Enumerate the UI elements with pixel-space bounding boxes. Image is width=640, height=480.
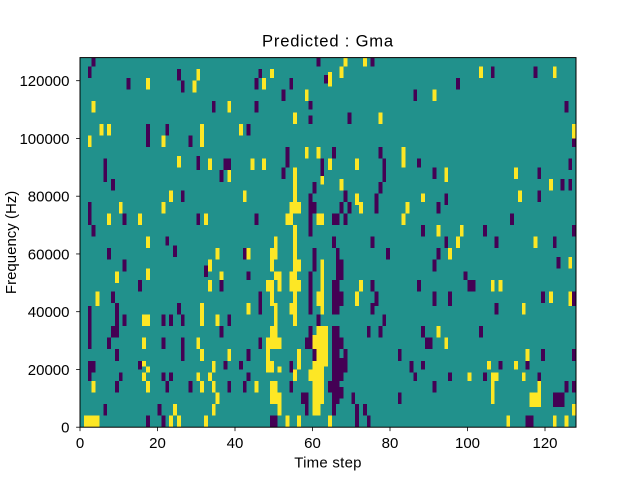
svg-text:20000: 20000: [28, 362, 70, 379]
svg-text:60: 60: [304, 435, 321, 452]
svg-text:100: 100: [455, 435, 480, 452]
svg-text:Time step: Time step: [294, 455, 362, 472]
svg-text:20: 20: [149, 435, 166, 452]
svg-text:80000: 80000: [28, 189, 70, 206]
svg-text:60000: 60000: [28, 246, 70, 263]
svg-text:40: 40: [227, 435, 244, 452]
svg-text:120000: 120000: [19, 73, 69, 90]
svg-text:Frequency (Hz): Frequency (Hz): [3, 191, 20, 294]
svg-text:Predicted : Gma: Predicted : Gma: [262, 31, 394, 50]
svg-text:0: 0: [61, 420, 69, 437]
svg-text:100000: 100000: [19, 131, 69, 148]
svg-text:80: 80: [382, 435, 399, 452]
svg-text:40000: 40000: [28, 304, 70, 321]
svg-text:120: 120: [532, 435, 557, 452]
svg-text:0: 0: [76, 435, 84, 452]
